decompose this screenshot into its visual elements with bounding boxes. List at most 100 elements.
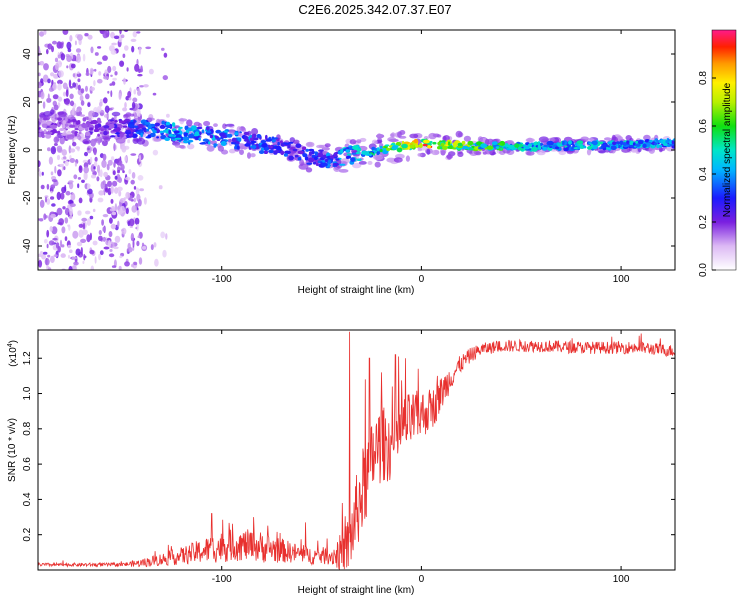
heatmap-noise-cell xyxy=(77,78,81,83)
heatmap-noise-cell xyxy=(38,50,41,56)
heatmap-noise-cell xyxy=(131,205,137,213)
heatmap-noise-cell xyxy=(93,161,98,168)
heatmap-halo-cell xyxy=(376,133,382,140)
heatmap-noise-cell xyxy=(98,71,102,76)
heatmap-halo-cell xyxy=(506,141,514,145)
heatmap-noise-cell xyxy=(122,170,125,174)
heatmap-noise-cell xyxy=(80,88,85,94)
heatmap-ridge-cell xyxy=(318,149,324,152)
heatmap-ridge-cell xyxy=(114,120,118,123)
heatmap-ridge-cell xyxy=(523,145,530,150)
heatmap-noise-cell xyxy=(42,101,46,109)
heatmap-noise-cell xyxy=(113,143,116,152)
heatmap-ridge-cell xyxy=(205,126,210,131)
heatmap-noise-cell xyxy=(62,30,69,35)
heatmap-ridge-cell xyxy=(514,143,520,148)
heatmap-noise-cell xyxy=(111,265,117,268)
heatmap-ridge-cell xyxy=(206,130,212,134)
heatmap-halo-cell xyxy=(250,153,256,158)
heatmap-ridge-cell xyxy=(65,123,69,127)
heatmap-ridge-cell xyxy=(243,135,248,140)
heatmap-noise-cell xyxy=(40,184,45,190)
heatmap-noise-cell xyxy=(50,213,56,219)
heatmap-ridge-cell xyxy=(173,130,180,134)
heatmap-noise-cell xyxy=(56,207,63,216)
heatmap-halo-cell xyxy=(389,133,395,138)
heatmap-noise-cell xyxy=(126,67,129,72)
heatmap-noise-cell xyxy=(47,254,51,258)
heatmap-noise-cell xyxy=(137,109,141,118)
heatmap-ridge-cell xyxy=(356,151,360,155)
heatmap-noise-cell xyxy=(39,60,45,66)
heatmap-noise-cell xyxy=(52,237,58,241)
heatmap-ridge-cell xyxy=(288,141,294,144)
heatmap-ridge-cell xyxy=(250,140,257,144)
heatmap-noise-cell xyxy=(81,217,88,222)
heatmap-noise-cell xyxy=(143,84,149,88)
heatmap-halo-cell xyxy=(153,135,162,142)
svg-text:(x104): (x104) xyxy=(7,340,19,367)
heatmap-noise-cell xyxy=(130,38,137,43)
heatmap-noise-cell xyxy=(44,258,50,266)
heatmap-noise-cell xyxy=(59,137,65,145)
heatmap-halo-cell xyxy=(426,148,431,155)
colorbar-tick-label: 0.0 xyxy=(698,263,709,277)
heatmap-noise-cell xyxy=(113,35,120,40)
heatmap-noise-cell xyxy=(98,253,101,261)
heatmap-halo-cell xyxy=(66,134,75,140)
heatmap-noise-cell xyxy=(67,244,72,249)
heatmap-ridge-cell xyxy=(65,117,68,122)
heatmap-noise-cell xyxy=(51,179,58,183)
heatmap-ridge-cell xyxy=(356,158,362,161)
heatmap-noise-cell xyxy=(77,183,80,189)
heatmap-ridge-cell xyxy=(577,143,583,146)
heatmap-ridge-cell xyxy=(413,138,418,144)
line-plot: -100 0 100 0.2 0.4 0.6 0.8 1.0 1.2 Height of st… xyxy=(7,329,676,596)
heatmap-noise-cell xyxy=(87,147,90,151)
heatmap-noise-cell xyxy=(124,45,129,51)
heatmap-noise-cell xyxy=(46,198,51,205)
heatmap-noise-cell xyxy=(83,166,89,174)
heatmap-ridge-cell xyxy=(234,132,239,136)
line-y-tick-label: 1.2 xyxy=(22,351,33,365)
heatmap-noise-cell xyxy=(69,199,74,204)
heatmap-ridge-cell xyxy=(94,124,99,130)
heatmap-ridge-cell xyxy=(187,139,194,143)
heatmap-halo-cell xyxy=(186,119,193,127)
heatmap-noise-cell xyxy=(68,265,73,270)
heatmap-noise-cell xyxy=(117,186,123,192)
heatmap-noise-cell xyxy=(162,75,168,81)
heatmap-halo-cell xyxy=(525,138,535,143)
heatmap-ridge-cell xyxy=(543,147,547,151)
heatmap-noise-cell xyxy=(76,34,83,41)
heatmap-noise-cell xyxy=(108,253,115,258)
heatmap-noise-cell xyxy=(119,160,123,167)
heatmap-ridge-cell xyxy=(142,127,147,131)
heatmap-ridge-cell xyxy=(297,150,304,155)
heatmap-noise-cell xyxy=(110,49,117,55)
heatmap-ridge-cell xyxy=(147,134,151,138)
heatmap-ridge-cell xyxy=(449,145,453,150)
heatmap-halo-cell xyxy=(352,162,362,169)
heatmap-ridge-cell xyxy=(622,142,627,146)
heatmap-noise-cell xyxy=(161,47,165,51)
heatmap-noise-cell xyxy=(112,65,117,72)
heatmap-noise-cell xyxy=(48,240,55,246)
heatmap-ridge-cell xyxy=(108,123,115,129)
heatmap-ridge-cell xyxy=(97,133,100,137)
heatmap-noise-cell xyxy=(77,71,80,75)
heatmap-ridge-cell xyxy=(486,145,494,150)
heatmap-noise-cell xyxy=(66,55,72,62)
y-multiplier: (x104) xyxy=(7,340,19,367)
heatmap-halo-cell xyxy=(371,139,378,145)
heatmap-noise-cell xyxy=(57,79,63,85)
heatmap-noise-cell xyxy=(78,165,83,174)
heatmap-noise-cell xyxy=(51,203,56,207)
heatmap-ridge-cell xyxy=(280,150,285,156)
heatmap-noise-cell xyxy=(62,206,66,210)
heatmap-noise-cell xyxy=(122,107,128,112)
heatmap-noise-cell xyxy=(103,75,109,80)
heatmap-ridge-cell xyxy=(151,127,155,132)
heatmap-noise-cell xyxy=(111,81,116,86)
